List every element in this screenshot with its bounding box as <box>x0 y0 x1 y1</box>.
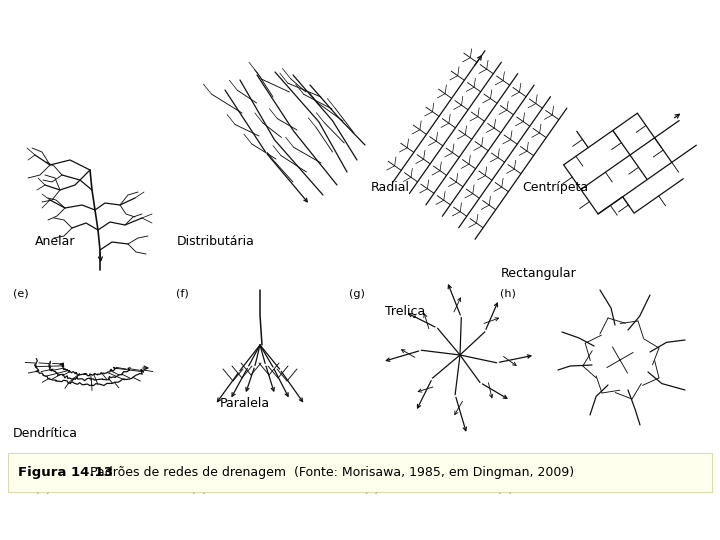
Text: (b): (b) <box>191 483 207 494</box>
Text: Treliça: Treliça <box>385 305 426 318</box>
Text: (g): (g) <box>349 289 365 299</box>
Text: Anelar: Anelar <box>35 235 75 248</box>
Text: Radial: Radial <box>371 181 410 194</box>
Text: (a): (a) <box>35 483 50 494</box>
Text: (h): (h) <box>500 289 516 299</box>
Text: Paralela: Paralela <box>220 397 270 410</box>
Text: Dendrítica: Dendrítica <box>13 427 78 440</box>
Text: (c): (c) <box>364 483 379 494</box>
Text: Figura 14.13: Figura 14.13 <box>18 466 113 479</box>
Text: Distributária: Distributária <box>176 235 254 248</box>
Text: Padrões de redes de drenagem  (Fonte: Morisawa, 1985, em Dingman, 2009): Padrões de redes de drenagem (Fonte: Mor… <box>86 466 574 479</box>
Text: (e): (e) <box>13 289 29 299</box>
Text: (d): (d) <box>497 483 513 494</box>
Text: Rectangular: Rectangular <box>500 267 576 280</box>
Text: (f): (f) <box>176 289 189 299</box>
FancyBboxPatch shape <box>8 453 712 492</box>
Text: Centrípeta: Centrípeta <box>522 181 588 194</box>
